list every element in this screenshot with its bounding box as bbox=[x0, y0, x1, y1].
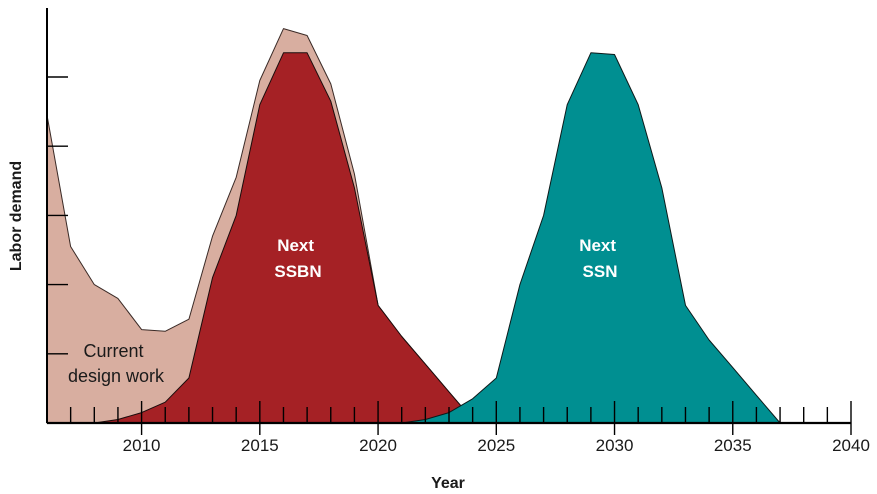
y-axis-title: Labor demand bbox=[8, 161, 25, 271]
x-tick-label-2020: 2020 bbox=[359, 436, 397, 455]
series-label-next-ssbn-line2: SSBN bbox=[274, 262, 321, 281]
x-tick-label-2010: 2010 bbox=[123, 436, 161, 455]
x-tick-label-2015: 2015 bbox=[241, 436, 279, 455]
area-series-group bbox=[46, 28, 781, 424]
series-label-next-ssn-line2: SSN bbox=[583, 262, 618, 281]
series-label-next-ssn: Next SSN bbox=[579, 236, 621, 281]
series-label-next-ssbn: Next SSBN bbox=[274, 236, 321, 281]
area-next-ssbn bbox=[93, 52, 474, 424]
x-tick-label-2025: 2025 bbox=[477, 436, 515, 455]
series-label-current-design-work: Current design work bbox=[68, 341, 165, 386]
area-next-ssn bbox=[401, 52, 781, 424]
x-tick-label-2035: 2035 bbox=[714, 436, 752, 455]
series-labels-group: Next SSBN Next SSN Current design work bbox=[68, 236, 621, 386]
x-ticks-group bbox=[69, 401, 852, 435]
x-axis-title: Year bbox=[431, 475, 465, 492]
x-tick-labels-group: 2010 2015 2020 2025 2030 2035 2040 bbox=[123, 436, 870, 455]
series-label-next-ssbn-line1: Next bbox=[277, 236, 314, 255]
series-label-current-line1: Current bbox=[83, 341, 143, 361]
series-label-current-line2: design work bbox=[68, 366, 165, 386]
x-tick-label-2040: 2040 bbox=[832, 436, 870, 455]
series-label-next-ssn-line1: Next bbox=[579, 236, 616, 255]
x-tick-label-2030: 2030 bbox=[596, 436, 634, 455]
y-ticks-group bbox=[47, 76, 68, 355]
